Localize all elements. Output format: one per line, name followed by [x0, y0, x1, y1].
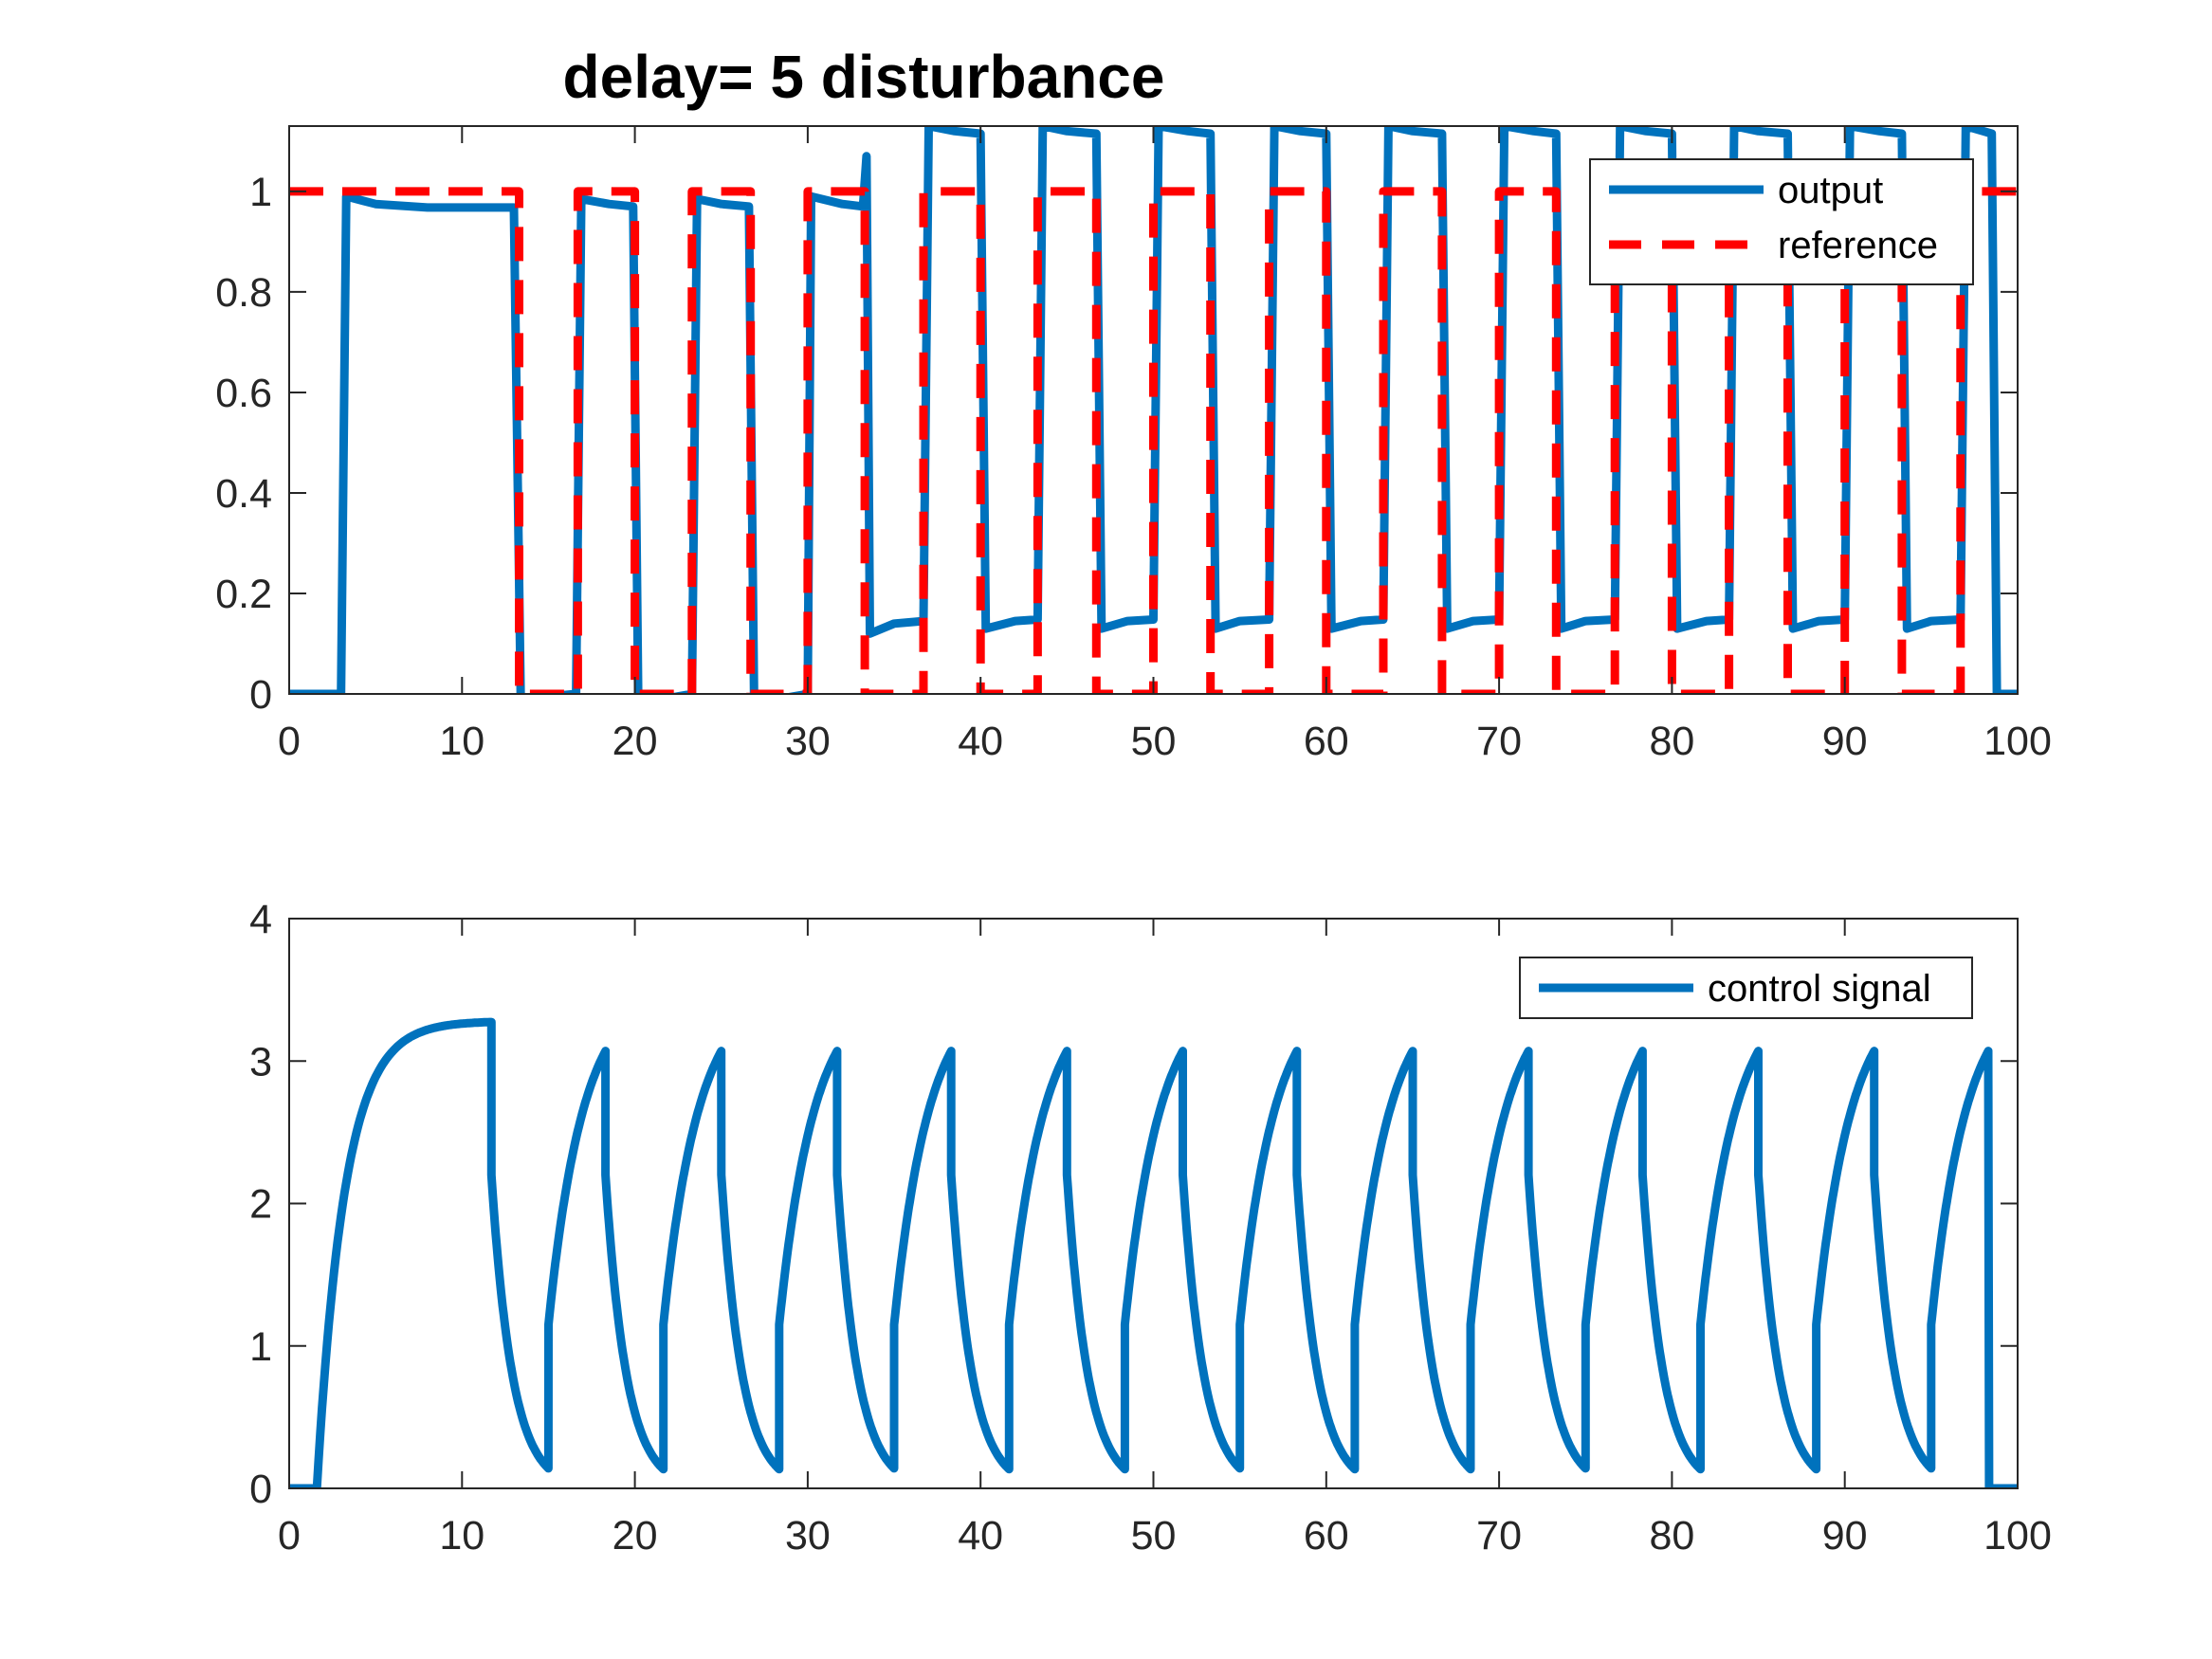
x-tick-label: 100: [1983, 1513, 2052, 1559]
x-tick-label: 30: [785, 719, 831, 764]
legend: output reference: [1589, 158, 1974, 285]
y-tick-label: 0.8: [215, 270, 272, 316]
legend: control signal: [1519, 957, 1973, 1019]
y-tick-label: 0.2: [215, 572, 272, 617]
series-group: [289, 1017, 2018, 1488]
top-axes: 0 10 20 30 40 50 60 70 80 90 100 0 0.2 0.4 0.6 0.8 1 outp…: [215, 125, 2052, 764]
y-tick-label: 1: [249, 170, 272, 215]
y-tick-label: 0.6: [215, 371, 272, 416]
legend-box: [1589, 158, 1974, 285]
x-tick-label: 100: [1983, 719, 2052, 764]
x-tick-label: 40: [958, 1513, 1003, 1559]
y-tick-label: 2: [249, 1182, 272, 1228]
y-tick-label: 3: [249, 1039, 272, 1085]
x-tick-label: 70: [1476, 719, 1522, 764]
x-tick-label: 60: [1304, 719, 1349, 764]
y-tick-label: 0: [249, 1467, 272, 1512]
x-tick-label: 50: [1131, 1513, 1177, 1559]
x-tick-label: 80: [1649, 719, 1694, 764]
x-tick-label: 60: [1304, 1513, 1349, 1559]
x-tick-label: 40: [958, 719, 1003, 764]
x-tick-label: 0: [278, 1513, 301, 1559]
x-tick-label: 90: [1822, 1513, 1868, 1559]
x-tick-label: 90: [1822, 719, 1868, 764]
bottom-axes: 0 10 20 30 40 50 60 70 80 90 100 0 1 2 3 4 control signa…: [249, 897, 2052, 1559]
legend-label: reference: [1778, 225, 1938, 266]
series-line-output: [289, 126, 2018, 694]
x-tick-label: 30: [785, 1513, 831, 1559]
y-tick-label: 4: [249, 897, 272, 942]
x-tick-label: 10: [439, 719, 484, 764]
x-tick-label: 50: [1131, 719, 1177, 764]
legend-label: control signal: [1708, 968, 1931, 1010]
chart-title: delay= 5 disturbance: [563, 43, 1165, 111]
x-tick-label: 10: [439, 1513, 484, 1559]
x-tick-label: 20: [612, 719, 658, 764]
x-tick-label: 70: [1476, 1513, 1522, 1559]
x-tick-label: 80: [1649, 1513, 1694, 1559]
y-tick-label: 1: [249, 1324, 272, 1370]
y-tick-label: 0: [249, 672, 272, 718]
series-line-control-signal: [289, 1017, 2018, 1488]
x-tick-label: 0: [278, 719, 301, 764]
x-tick-label: 20: [612, 1513, 658, 1559]
y-tick-label: 0.4: [215, 471, 272, 517]
legend-label: output: [1778, 170, 1883, 211]
